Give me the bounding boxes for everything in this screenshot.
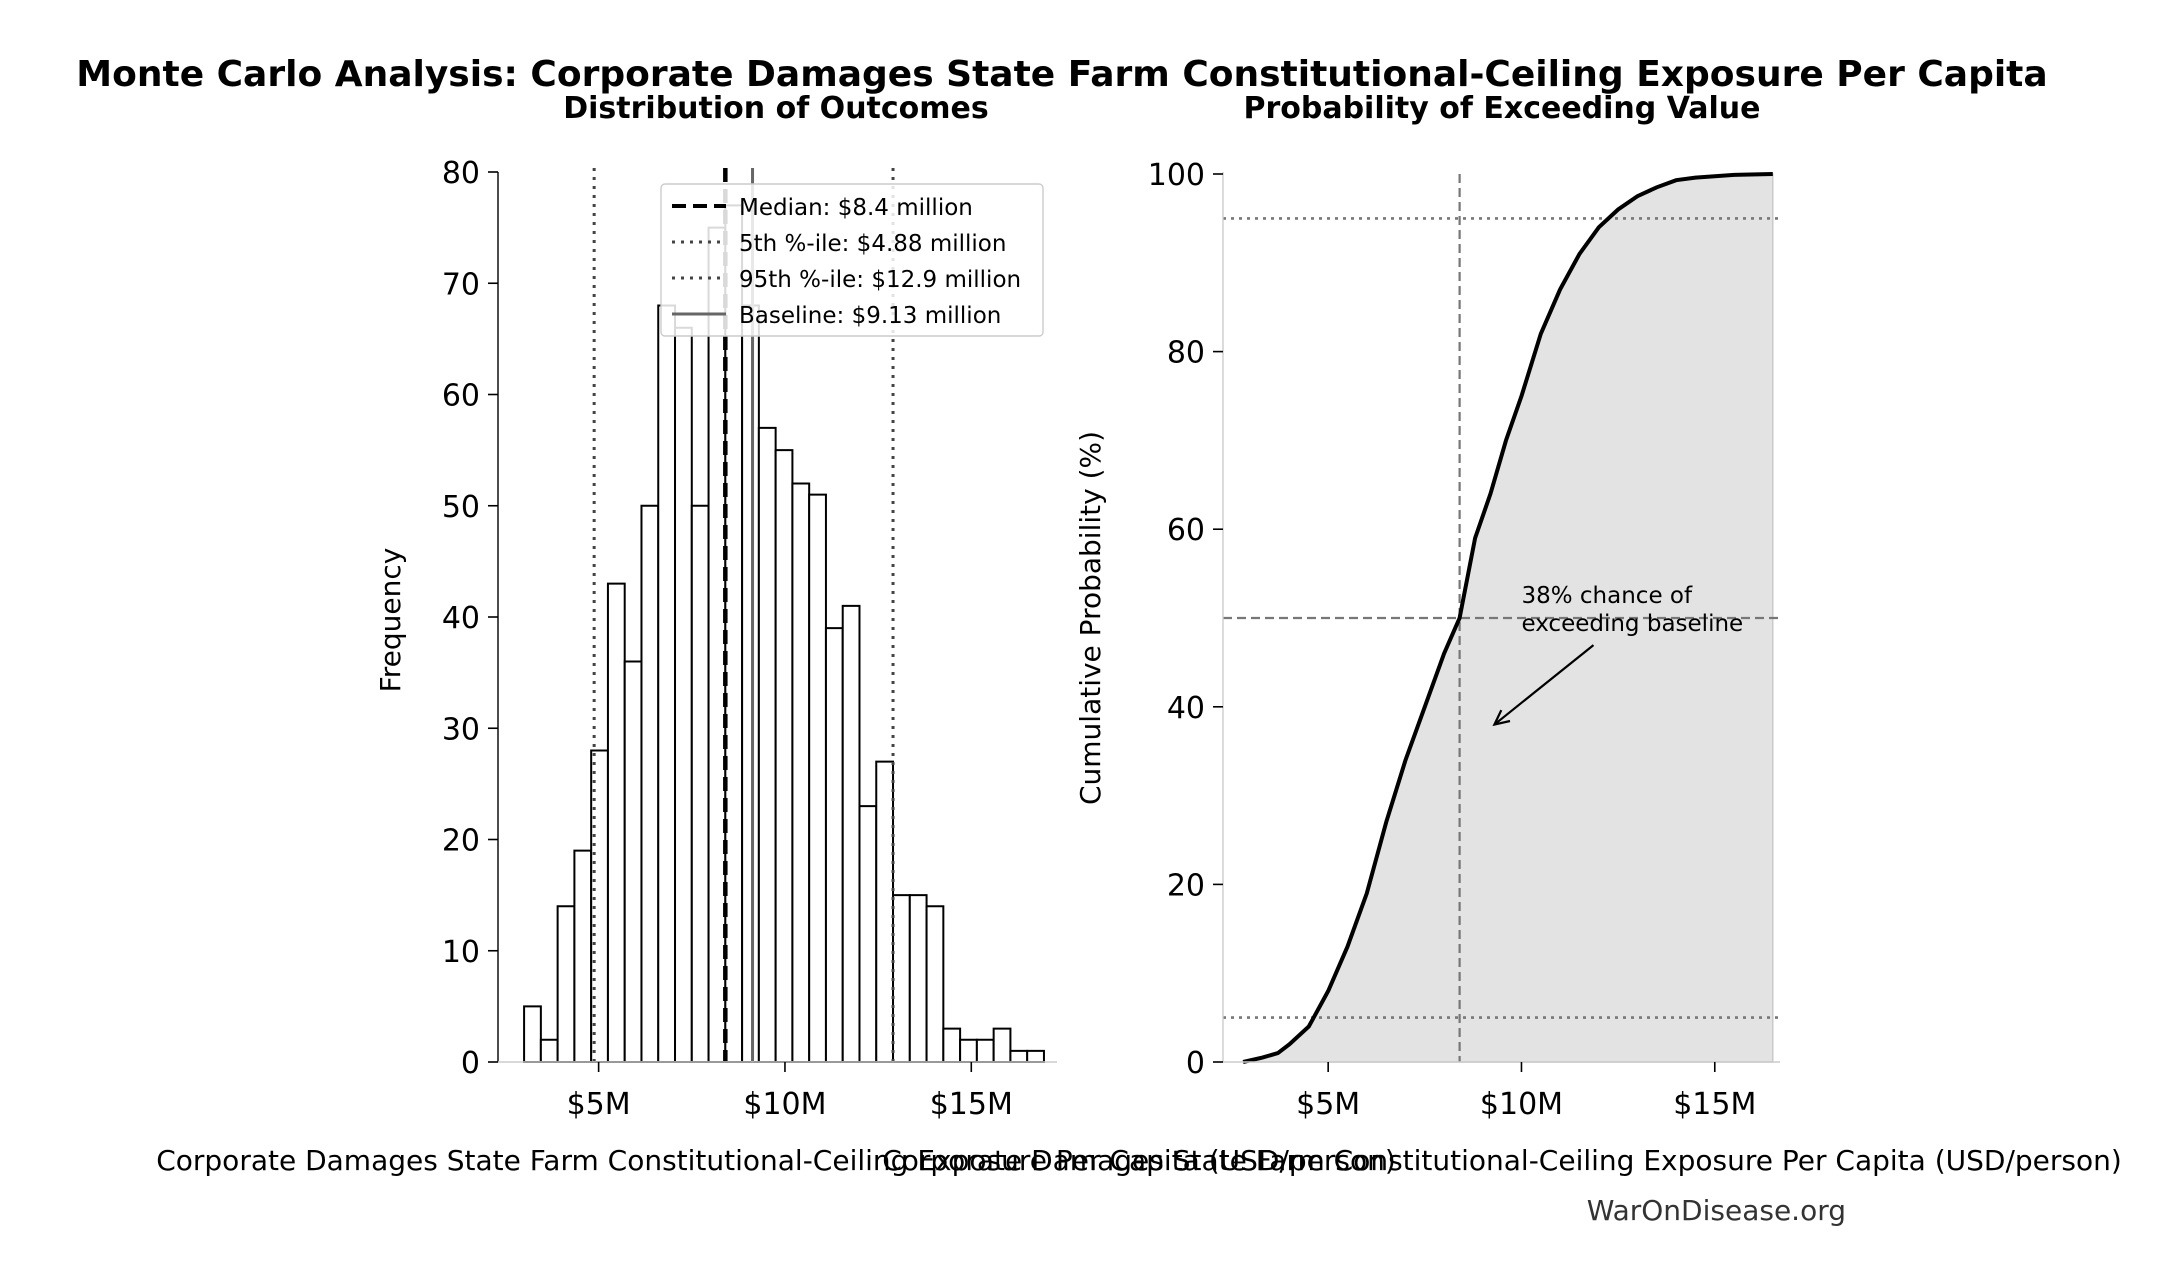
histogram-bar: [523, 1005, 542, 1063]
histogram-ylabel: Frequency: [374, 548, 407, 693]
cdf-title: Probability of Exceeding Value: [1243, 91, 1760, 126]
legend-p5-label: 5th %-ile: $4.88 million: [739, 231, 1006, 257]
histogram-bar: [975, 1038, 995, 1063]
histogram-xlabel: Corporate Damages State Farm Constitutio…: [156, 1144, 1396, 1177]
histogram-bar: [824, 627, 844, 1063]
histogram-x-tick-label: $5M: [567, 1087, 631, 1122]
histogram-bar: [1026, 1049, 1045, 1063]
cdf-x-tick-label: $15M: [1673, 1087, 1756, 1122]
cdf-y-tick-label: 100: [1148, 158, 1205, 193]
cdf-ylabel: Cumulative Probability (%): [1074, 431, 1107, 805]
histogram-bar: [808, 493, 827, 1063]
histogram-y-tick-label: 60: [442, 379, 480, 414]
annotation-arrow: [1493, 644, 1595, 726]
legend-frame: [660, 183, 1044, 337]
histogram-y-ticks: 0 10 20 30 40 50 60 70 80: [442, 156, 498, 1081]
annotation-arrowhead: [1492, 709, 1511, 727]
cdf-y-ticks: 0 20 40 60 80 100: [1148, 158, 1223, 1081]
histogram-bar: [858, 805, 878, 1063]
histogram-y-tick-label: 80: [442, 156, 480, 191]
histogram-bar: [1009, 1049, 1029, 1063]
histogram-bar: [791, 482, 811, 1063]
histogram-bar: [908, 894, 928, 1063]
histogram-bar: [690, 504, 710, 1063]
histogram-panel: Distribution of Outcomes 0 10 20 30 40 50 60 70…: [156, 91, 1396, 1177]
histogram-y-tick-label: 30: [442, 712, 480, 747]
cdf-panel: Probability of Exceeding Value 0 20 40 60 80…: [882, 91, 2122, 1177]
histogram-bar: [657, 304, 677, 1063]
annotation-text-line-2: exceeding baseline: [1521, 611, 1743, 637]
annotation-text-line-1: 38% chance of: [1521, 583, 1693, 609]
cdf-x-tick-label: $10M: [1480, 1087, 1563, 1122]
histogram-bar: [556, 905, 576, 1063]
cdf-y-tick-label: 40: [1167, 691, 1205, 726]
cdf-annotation: 38% chance of exceeding baseline: [1492, 583, 1743, 727]
histogram-bar: [992, 1027, 1012, 1063]
cdf-y-tick-label: 60: [1167, 513, 1205, 548]
figure-suptitle: Monte Carlo Analysis: Corporate Damages …: [76, 54, 2047, 95]
histogram-y-tick-label: 0: [461, 1046, 480, 1081]
histogram-bar: [841, 604, 861, 1063]
histogram-bar: [757, 426, 777, 1063]
watermark: WarOnDisease.org: [1587, 1194, 1846, 1227]
histogram-bar: [774, 449, 794, 1063]
histogram-bar: [959, 1038, 978, 1063]
cdf-xlabel: Corporate Damages State Farm Constitutio…: [882, 1144, 2122, 1177]
cdf-y-tick-label: 80: [1167, 336, 1205, 371]
legend-baseline-label: Baseline: $9.13 million: [739, 303, 1001, 329]
histogram-y-tick-label: 50: [442, 490, 480, 525]
legend-median-label: Median: $8.4 million: [739, 195, 973, 221]
histogram-x-ticks: $5M $10M $15M: [567, 1062, 1013, 1122]
histogram-y-tick-label: 70: [442, 267, 480, 302]
histogram-bar: [640, 504, 660, 1063]
histogram-bar: [741, 304, 760, 1063]
histogram-bar: [623, 660, 643, 1063]
cdf-y-tick-label: 20: [1167, 868, 1205, 903]
histogram-y-tick-label: 40: [442, 601, 480, 636]
histogram-bar: [573, 849, 593, 1063]
histogram-y-tick-label: 10: [442, 935, 480, 970]
histogram-bar: [539, 1038, 559, 1063]
cdf-x-tick-label: $5M: [1296, 1087, 1360, 1122]
histogram-bar: [707, 226, 727, 1063]
histogram-bar: [875, 760, 895, 1063]
histogram-bar: [942, 1027, 962, 1063]
histogram-x-tick-label: $15M: [930, 1087, 1013, 1122]
cdf-curve: [1242, 172, 1773, 1064]
cdf-y-tick-label: 0: [1186, 1046, 1205, 1081]
histogram-x-tick-label: $10M: [743, 1087, 826, 1122]
histogram-bar: [674, 326, 693, 1063]
histogram-bar: [925, 905, 945, 1063]
histogram-bar: [892, 894, 911, 1063]
histogram-title: Distribution of Outcomes: [563, 91, 989, 126]
histogram-legend: Median: $8.4 million 5th %-ile: $4.88 mi…: [660, 183, 1044, 337]
histogram-y-tick-label: 20: [442, 824, 480, 859]
cdf-reference-lines: [1223, 174, 1780, 1062]
legend-p95-label: 95th %-ile: $12.9 million: [739, 267, 1021, 293]
histogram-bar: [606, 582, 626, 1063]
cdf-x-ticks: $5M $10M $15M: [1296, 1062, 1756, 1122]
